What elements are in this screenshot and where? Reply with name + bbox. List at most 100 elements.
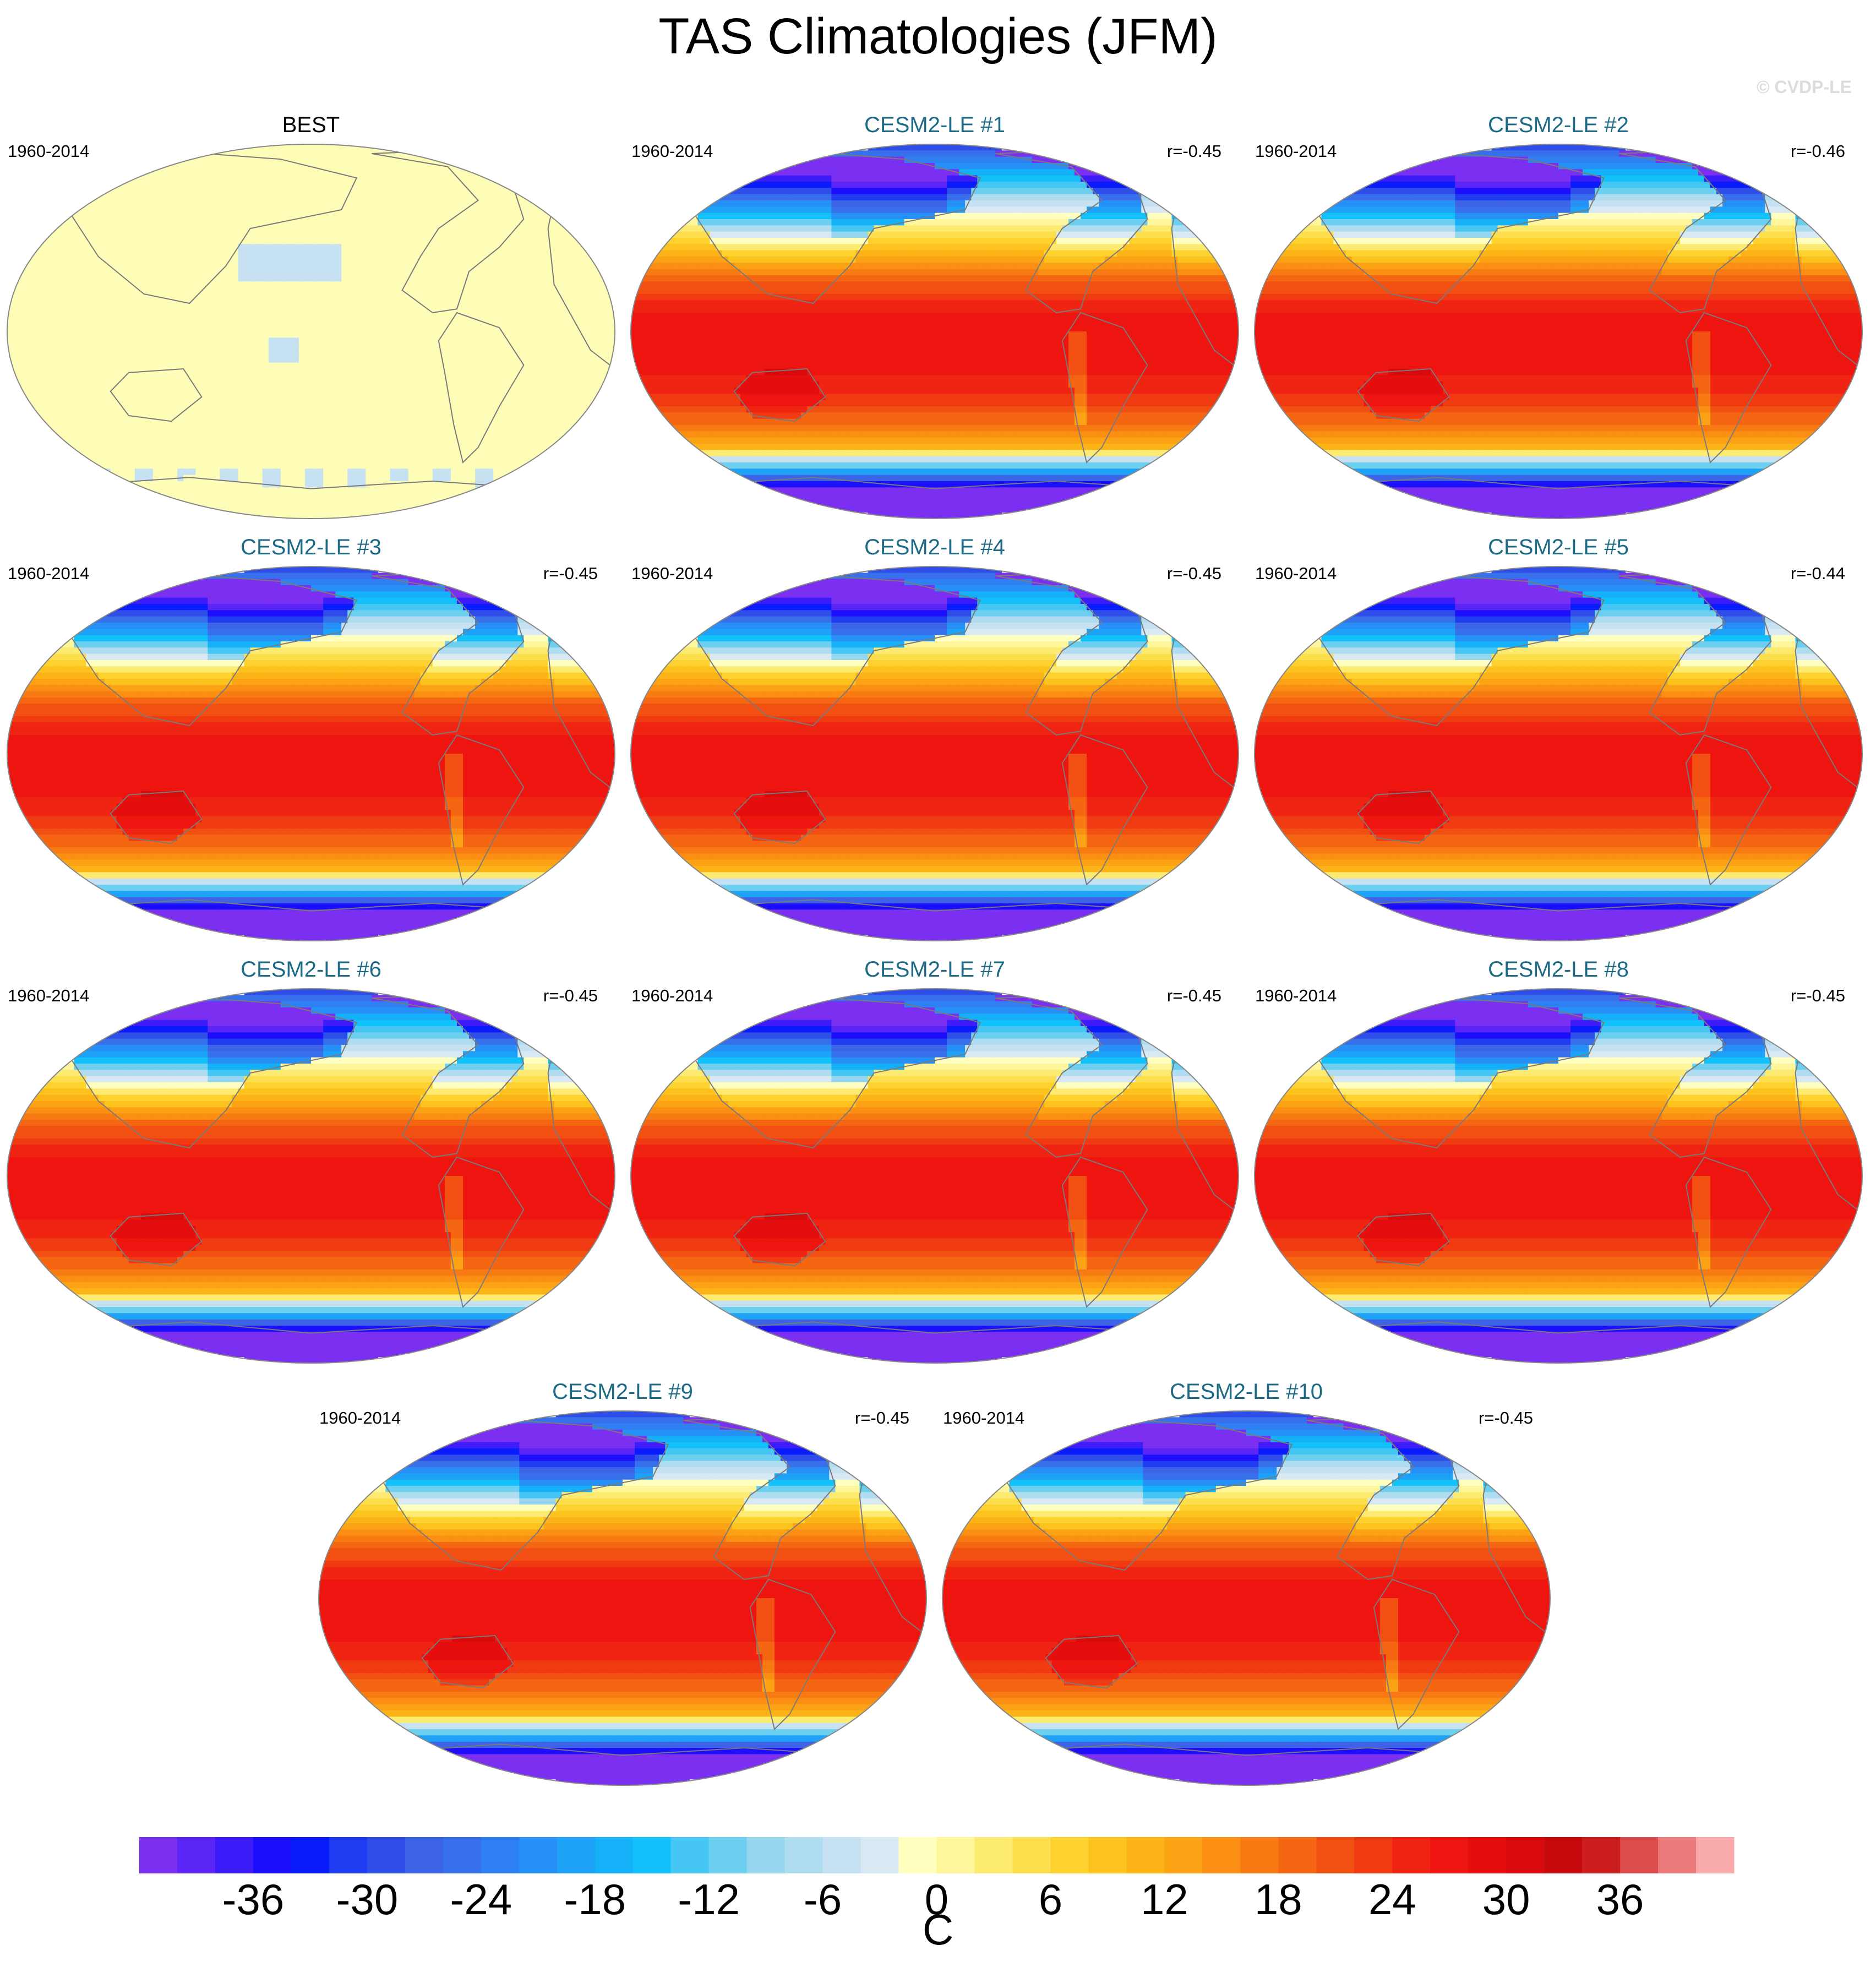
- coastline-south-america: [1685, 734, 1772, 886]
- coastline-australia: [733, 368, 826, 422]
- temperature-field: [7, 144, 615, 519]
- panel-title: CESM2-LE #8: [1247, 957, 1869, 982]
- map-panel: CESM2-LE #8 1960-2014 r=-0.45: [1247, 957, 1869, 1364]
- map-border: [7, 566, 615, 941]
- panel-title: CESM2-LE #10: [935, 1380, 1557, 1404]
- colorbar-tick-label: 30: [1482, 1875, 1530, 1925]
- coastline-south-america: [1685, 1156, 1772, 1308]
- colorbar-swatch: [443, 1837, 482, 1873]
- colorbar-swatch: [215, 1837, 254, 1873]
- colorbar-swatch: [405, 1837, 444, 1873]
- colorbar-swatch: [291, 1837, 330, 1873]
- colorbar-swatch: [367, 1837, 406, 1873]
- coastline-europe-africa-east: [547, 593, 615, 793]
- map-border: [7, 144, 615, 519]
- coastline-europe-africa-east: [859, 1438, 926, 1637]
- coastline-south-america: [1061, 1156, 1148, 1308]
- coastline-south-america: [438, 1156, 525, 1308]
- colorbar-swatch: [1658, 1837, 1697, 1873]
- colorbar-swatch: [784, 1837, 824, 1873]
- panel-period: 1960-2014: [943, 1408, 1024, 1428]
- colorbar-swatch: [898, 1837, 937, 1873]
- colorbar-swatch: [632, 1837, 672, 1873]
- colorbar-swatch: [595, 1837, 634, 1873]
- colorbar-swatch: [670, 1837, 710, 1873]
- temperature-field: [1255, 566, 1862, 941]
- map-panel: CESM2-LE #4 1960-2014 r=-0.45: [624, 535, 1246, 941]
- panel-title: CESM2-LE #1: [624, 113, 1246, 138]
- map-field: [7, 144, 615, 519]
- colorbar-swatch: [1240, 1837, 1279, 1873]
- colorbar-swatch: [1392, 1837, 1431, 1873]
- coastline-europe-africa-east: [547, 1016, 615, 1215]
- colorbar-swatch: [1050, 1837, 1089, 1873]
- coastline-south-america: [1061, 312, 1148, 464]
- colorbar-swatch: [1696, 1837, 1735, 1873]
- coastline-europe-africa-east: [1795, 1016, 1862, 1215]
- map-border: [7, 988, 615, 1364]
- map-panel: CESM2-LE #5 1960-2014 r=-0.44: [1247, 535, 1869, 941]
- coastline-europe-africa-east: [1171, 171, 1239, 370]
- panel-title: CESM2-LE #2: [1247, 113, 1869, 138]
- coastline-south-america: [438, 734, 525, 886]
- coastline-south-america: [1373, 1578, 1460, 1730]
- cvdp-watermark: © CVDP-LE: [1757, 77, 1852, 97]
- coastline-australia: [1045, 1634, 1138, 1689]
- coastline-europe-africa-east: [1171, 1016, 1239, 1215]
- map-panel: CESM2-LE #7 1960-2014 r=-0.45: [624, 957, 1246, 1364]
- map-border: [1254, 566, 1863, 941]
- map-panel: CESM2-LE #1 1960-2014 r=-0.45: [624, 113, 1246, 519]
- colorbar-swatch: [1088, 1837, 1127, 1873]
- panel-period: 1960-2014: [1255, 986, 1337, 1006]
- coastline-australia: [733, 1212, 826, 1267]
- coastline-australia: [1357, 368, 1450, 422]
- panel-period: 1960-2014: [319, 1408, 401, 1428]
- panel-pattern-correlation: r=-0.45: [1167, 986, 1221, 1006]
- colorbar-swatch: [177, 1837, 216, 1873]
- temperature-field: [631, 566, 1239, 941]
- map-panel: CESM2-LE #9 1960-2014 r=-0.45: [312, 1380, 934, 1786]
- coastline-europe-africa-east: [1482, 1438, 1550, 1637]
- coastline-europe-africa-east: [1795, 593, 1862, 793]
- temperature-field: [1255, 989, 1862, 1363]
- colorbar-swatch: [139, 1837, 178, 1873]
- panel-period: 1960-2014: [631, 141, 713, 161]
- colorbar-swatch: [1506, 1837, 1545, 1873]
- colorbar-swatch: [936, 1837, 975, 1873]
- colorbar-tick-label: -24: [450, 1875, 512, 1925]
- colorbar-swatch: [1620, 1837, 1659, 1873]
- coastline-europe-africa-east: [1171, 593, 1239, 793]
- temperature-field: [7, 989, 615, 1363]
- colorbar-swatch: [1430, 1837, 1469, 1873]
- panel-pattern-correlation: r=-0.45: [543, 986, 598, 1006]
- colorbar-swatch: [253, 1837, 292, 1873]
- panel-period: 1960-2014: [1255, 564, 1337, 584]
- coastline-south-america: [749, 1578, 836, 1730]
- panel-pattern-correlation: r=-0.45: [1167, 141, 1221, 161]
- panel-pattern-correlation: r=-0.45: [1479, 1408, 1533, 1428]
- colorbar-swatch: [329, 1837, 368, 1873]
- colorbar-tick-label: 24: [1368, 1875, 1416, 1925]
- colorbar-swatch: [1012, 1837, 1051, 1873]
- colorbar-swatch: [822, 1837, 861, 1873]
- panel-period: 1960-2014: [631, 986, 713, 1006]
- temperature-field: [319, 1411, 926, 1785]
- colorbar-tick-label: 12: [1141, 1875, 1188, 1925]
- colorbar-swatch: [1278, 1837, 1317, 1873]
- panel-period: 1960-2014: [8, 564, 89, 584]
- map-field: [1254, 144, 1863, 519]
- panel-pattern-correlation: r=-0.45: [543, 564, 598, 584]
- colorbar-swatch: [1354, 1837, 1393, 1873]
- map-panel: CESM2-LE #2 1960-2014 r=-0.46: [1247, 113, 1869, 519]
- map-field: [1254, 566, 1863, 941]
- colorbar-tick-label: -12: [678, 1875, 740, 1925]
- map-panel: CESM2-LE #3 1960-2014 r=-0.45: [0, 535, 622, 941]
- map-panel: BEST 1960-2014: [0, 113, 622, 519]
- temperature-field: [7, 566, 615, 941]
- colorbar-tick-label: 0: [925, 1875, 948, 1925]
- panel-period: 1960-2014: [1255, 141, 1337, 161]
- temperature-field: [942, 1411, 1550, 1785]
- map-field: [630, 988, 1239, 1364]
- panel-title: BEST: [0, 113, 622, 138]
- coastline-south-america: [1061, 734, 1148, 886]
